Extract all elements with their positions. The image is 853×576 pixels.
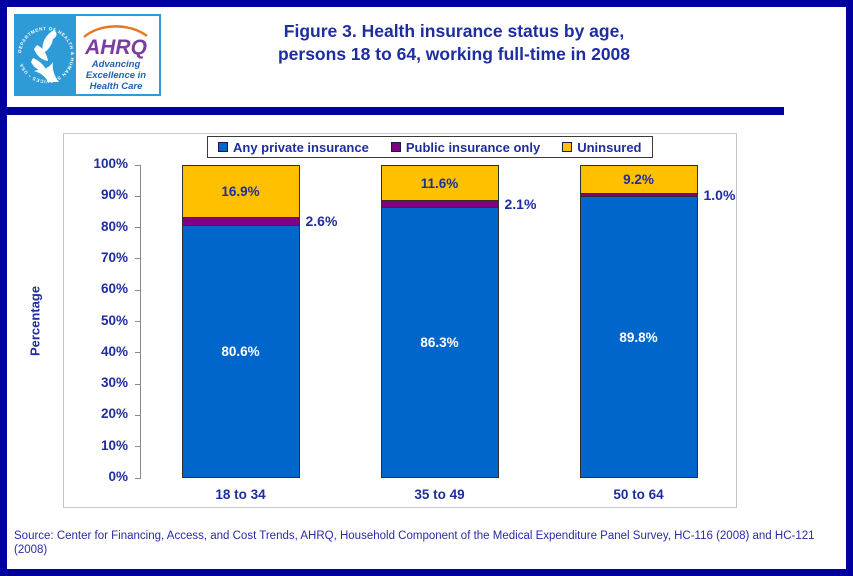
x-axis-category-label: 50 to 64 xyxy=(613,487,664,502)
bar-value-label: 16.9% xyxy=(221,184,260,199)
y-tick-mark xyxy=(135,414,141,416)
page-title: Figure 3. Health insurance status by age… xyxy=(62,20,846,66)
page-title-line1: Figure 3. Health insurance status by age… xyxy=(283,21,625,41)
legend-item: Any private insurance xyxy=(218,140,369,155)
x-axis-category-label: 35 to 49 xyxy=(414,487,465,502)
bar-segment-public xyxy=(380,201,499,208)
bar-value-label: 86.3% xyxy=(420,335,459,350)
ahrq-logo: DEPARTMENT OF HEALTH & HUMAN SERVICES • … xyxy=(14,14,161,96)
y-tick-label: 70% xyxy=(100,249,128,265)
y-tick-mark xyxy=(135,258,141,260)
bar-segment-private: 86.3% xyxy=(380,208,499,478)
bar-segment-uninsured: 16.9% xyxy=(181,165,300,218)
y-tick-label: 40% xyxy=(100,343,128,359)
y-tick-label: 20% xyxy=(100,406,128,422)
bar-value-label: 9.2% xyxy=(623,172,654,187)
bar-value-label: 80.6% xyxy=(221,344,260,359)
bar-segment-private: 80.6% xyxy=(181,226,300,478)
y-tick-label: 100% xyxy=(93,156,128,171)
bar-value-label-outside: 1.0% xyxy=(703,186,736,203)
y-tick-mark xyxy=(135,227,141,229)
x-axis-category-label: 18 to 34 xyxy=(215,487,266,502)
y-tick-mark xyxy=(135,383,141,385)
y-tick-label: 10% xyxy=(100,437,128,453)
bar-segment-uninsured: 11.6% xyxy=(380,165,499,201)
bar-value-label: 89.8% xyxy=(619,329,658,345)
svg-text:Health Care: Health Care xyxy=(90,81,144,92)
ahrq-wordmark: AHRQ xyxy=(84,36,147,59)
ahrq-logo-graphic: DEPARTMENT OF HEALTH & HUMAN SERVICES • … xyxy=(14,14,161,96)
y-tick-mark xyxy=(135,289,141,291)
y-tick-mark xyxy=(135,195,141,197)
bar-segment-uninsured: 9.2% xyxy=(579,165,698,194)
y-axis-title: Percentage xyxy=(27,285,43,357)
svg-text:Advancing: Advancing xyxy=(91,59,141,70)
bar-segment-private: 89.8% xyxy=(579,197,698,478)
legend-item-label: Uninsured xyxy=(577,139,642,155)
bar-value-label-outside: 2.1% xyxy=(504,195,537,212)
y-tick-mark xyxy=(135,321,141,322)
ahrq-arc xyxy=(83,25,148,38)
header-divider xyxy=(7,107,784,115)
y-tick-mark xyxy=(135,446,141,448)
legend-item-label: Any private insurance xyxy=(233,139,369,155)
legend-swatch xyxy=(390,142,401,152)
hhs-eagle-icon xyxy=(31,30,59,82)
chart-frame xyxy=(63,133,737,508)
y-tick-mark xyxy=(135,352,141,354)
plot-area: 0% 10% 20% 30% 40% 50% 60% 70% 80% 90% 100% 16.9% 80… xyxy=(93,156,738,502)
chart-legend: Any private insurance Public insurance on… xyxy=(207,136,653,158)
y-tick-label: 0% xyxy=(108,469,128,484)
bar-segment-public xyxy=(181,218,300,226)
y-tick-label: 60% xyxy=(100,281,128,297)
stacked-bar: 9.2% 89.8% xyxy=(579,165,698,478)
legend-swatch xyxy=(562,142,573,152)
y-tick-label: 80% xyxy=(100,218,128,234)
svg-text:Excellence in: Excellence in xyxy=(86,70,146,81)
y-tick-label: 30% xyxy=(100,375,128,391)
legend-item-label: Public insurance only xyxy=(405,139,541,155)
y-tick-label: 50% xyxy=(100,312,128,328)
y-tick-label: 90% xyxy=(100,187,128,203)
y-tick-mark xyxy=(135,477,141,479)
stacked-bar: 11.6% 86.3% xyxy=(380,165,499,478)
source-note: Source: Center for Financing, Access, an… xyxy=(14,530,815,557)
legend-swatch xyxy=(218,142,228,152)
ahrq-tagline: Advancing Excellence in Health Care xyxy=(86,59,146,92)
stacked-bar: 16.9% 80.6% xyxy=(181,165,300,478)
legend-item: Uninsured xyxy=(562,139,642,155)
bar-value-label-outside: 2.6% xyxy=(305,213,338,229)
page-title-line2: persons 18 to 64, working full-time in 2… xyxy=(277,43,631,64)
legend-item: Public insurance only xyxy=(390,139,541,155)
y-tick-mark xyxy=(135,164,141,166)
bar-value-label: 11.6% xyxy=(420,175,459,191)
bar-segment-public xyxy=(579,194,698,197)
